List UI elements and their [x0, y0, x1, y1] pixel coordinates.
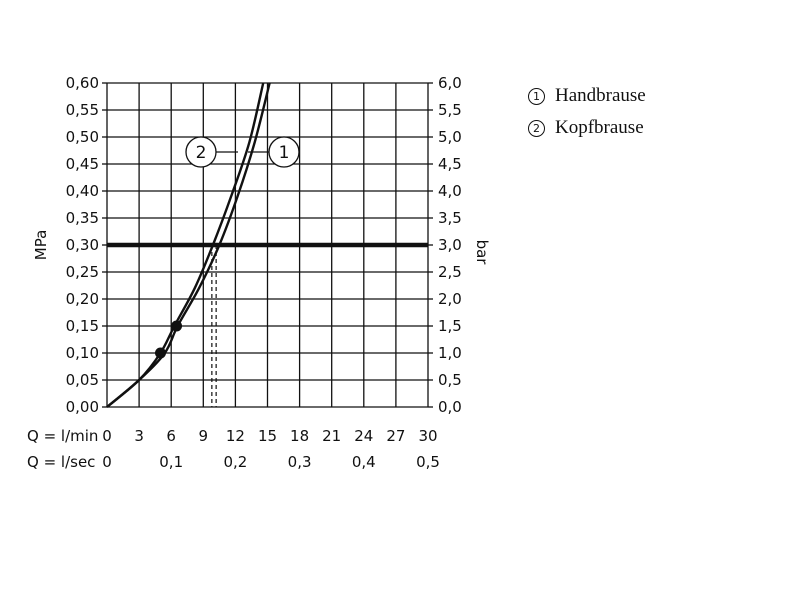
tick-labels: 0,000,050,100,150,200,250,300,350,400,45… — [66, 74, 462, 471]
x-tick-label-lmin: 0 — [102, 427, 112, 445]
x-tick-label-lsec: 0,4 — [352, 453, 376, 471]
x-tick-label-lsec: 0,2 — [223, 453, 247, 471]
left-tick-label: 0,20 — [66, 290, 99, 308]
right-tick-label: 5,5 — [438, 101, 462, 119]
left-tick-label: 0,55 — [66, 101, 99, 119]
x-tick-label-lmin: 3 — [134, 427, 144, 445]
left-tick-label: 0,60 — [66, 74, 99, 92]
right-tick-label: 3,0 — [438, 236, 462, 254]
callout-circle-1 — [268, 136, 300, 168]
left-tick-label: 0,45 — [66, 155, 99, 173]
right-tick-label: 2,5 — [438, 263, 462, 281]
right-tick-label: 3,5 — [438, 209, 462, 227]
right-tick-label: 5,0 — [438, 128, 462, 146]
x-tick-label-lmin: 27 — [386, 427, 405, 445]
left-tick-label: 0,35 — [66, 209, 99, 227]
callout-label-2: 2 — [196, 143, 207, 163]
x-tick-label-lmin: 6 — [166, 427, 176, 445]
right-tick-label: 6,0 — [438, 74, 462, 92]
legend-label-handbrause: Handbrause — [555, 85, 646, 106]
left-tick-label: 0,40 — [66, 182, 99, 200]
left-tick-label: 0,25 — [66, 263, 99, 281]
left-tick-label: 0,05 — [66, 371, 99, 389]
x-tick-label-lmin: 18 — [290, 427, 309, 445]
left-tick-label: 0,15 — [66, 317, 99, 335]
x-axis-label-lmin: Q = l/min — [27, 427, 98, 445]
left-tick-label: 0,10 — [66, 344, 99, 362]
x-tick-label-lsec: 0,1 — [159, 453, 183, 471]
operating-point-kopfbrause — [155, 347, 166, 359]
legend-marker-2: 2 — [528, 119, 545, 137]
left-axis-label: MPa — [32, 230, 50, 261]
right-tick-label: 4,0 — [438, 182, 462, 200]
callout-label-1: 1 — [279, 143, 290, 163]
callout-circle-2 — [185, 136, 217, 168]
right-tick-label: 0,0 — [438, 398, 462, 416]
left-tick-label: 0,30 — [66, 236, 99, 254]
right-tick-label: 0,5 — [438, 371, 462, 389]
series-line-kopfbrause — [106, 82, 265, 408]
x-tick-label-lmin: 12 — [226, 427, 245, 445]
x-tick-label-lsec: 0 — [102, 453, 112, 471]
right-tick-label: 1,5 — [438, 317, 462, 335]
right-axis-label: bar — [473, 240, 491, 266]
legend: 1 Handbrause 2 Kopfbrause — [528, 80, 646, 144]
x-tick-label-lsec: 0,5 — [416, 453, 440, 471]
x-tick-label-lsec: 0,3 — [288, 453, 312, 471]
legend-item-kopfbrause: 2 Kopfbrause — [528, 112, 646, 144]
legend-label-kopfbrause: Kopfbrause — [555, 117, 644, 138]
x-tick-label-lmin: 9 — [199, 427, 209, 445]
x-tick-label-lmin: 21 — [322, 427, 341, 445]
left-tick-label: 0,50 — [66, 128, 99, 146]
x-axis-label-lsec: Q = l/sec — [27, 453, 95, 471]
right-tick-label: 1,0 — [438, 344, 462, 362]
x-tick-label-lmin: 30 — [418, 427, 437, 445]
x-tick-label-lmin: 24 — [354, 427, 373, 445]
right-tick-label: 4,5 — [438, 155, 462, 173]
legend-marker-1: 1 — [528, 87, 545, 105]
left-tick-label: 0,00 — [66, 398, 99, 416]
legend-item-handbrause: 1 Handbrause — [528, 80, 646, 112]
right-tick-label: 2,0 — [438, 290, 462, 308]
x-tick-label-lmin: 15 — [258, 427, 277, 445]
